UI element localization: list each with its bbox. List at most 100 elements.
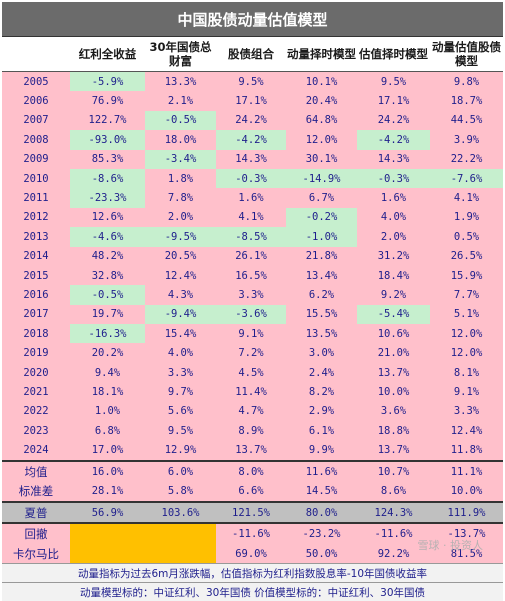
value-cell: 1.6%: [216, 188, 286, 208]
value-cell: 3.3%: [430, 401, 503, 422]
value-cell: 24.2%: [216, 110, 286, 131]
table-row: 2012 12.6% 2.0% 4.1% -0.2% 4.0% 1.9%: [2, 207, 503, 228]
year-label: 2019: [2, 343, 70, 363]
value-cell: 8.1%: [430, 362, 503, 383]
value-cell: 2.1%: [145, 91, 216, 111]
value-cell: -4.6%: [70, 227, 145, 247]
value-cell: -23.3%: [70, 188, 145, 208]
value-cell: 7.8%: [145, 188, 216, 208]
value-cell: 3.3%: [216, 285, 286, 305]
table-row: 2021 18.1% 9.7% 11.4% 8.2% 10.0% 9.1%: [2, 382, 503, 402]
sharpe-label: 夏普: [2, 500, 70, 524]
value-cell: 17.0%: [70, 440, 145, 461]
value-cell: 4.7%: [216, 401, 286, 422]
value-cell: -0.2%: [286, 207, 357, 228]
value-cell: 1.0%: [70, 401, 145, 422]
value-cell: 9.8%: [430, 71, 503, 92]
value-cell: 9.5%: [145, 421, 216, 441]
table-row: 2018 -16.3% 15.4% 9.1% 13.5% 10.6% 12.0%: [2, 324, 503, 344]
value-cell: 11.4%: [216, 382, 286, 402]
year-label: 2015: [2, 265, 70, 286]
value-cell: -3.6%: [216, 304, 286, 325]
table-row: 2020 9.4% 3.3% 4.5% 2.4% 13.7% 8.1%: [2, 362, 503, 383]
year-label: 2018: [2, 324, 70, 344]
drawdown-row: 回撤 -11.6% -23.2% -11.6% -13.7%: [2, 522, 503, 544]
value-cell: 26.5%: [430, 246, 503, 266]
drawdown-value: -11.6%: [357, 522, 430, 544]
value-cell: 12.6%: [70, 207, 145, 228]
value-cell: 4.1%: [430, 188, 503, 208]
year-label: 2009: [2, 149, 70, 169]
value-cell: 13.4%: [286, 265, 357, 286]
value-cell: 9.4%: [70, 362, 145, 383]
value-cell: 4.3%: [145, 285, 216, 305]
sharpe-row: 夏普 56.9% 103.6% 121.5% 80.0% 124.3% 111.9%: [2, 500, 503, 524]
value-cell: 3.9%: [430, 130, 503, 150]
table-row: 2011 -23.3% 7.8% 1.6% 6.7% 1.6% 4.1%: [2, 188, 503, 208]
value-cell: 44.5%: [430, 110, 503, 131]
drawdown-label: 回撤: [2, 522, 70, 544]
mean-value: 11.6%: [286, 459, 357, 482]
year-label: 2012: [2, 207, 70, 228]
calmar-value: [145, 543, 216, 564]
note-text: 动量指标为过去6m月涨跌幅，估值指标为红利指数股息率-10年国债收益率: [2, 563, 503, 583]
value-cell: 3.0%: [286, 343, 357, 363]
value-cell: 5.1%: [430, 304, 503, 325]
value-cell: -1.0%: [286, 227, 357, 247]
value-cell: 9.2%: [357, 285, 430, 305]
value-cell: -9.4%: [145, 304, 216, 325]
table-row: 2016 -0.5% 4.3% 3.3% 6.2% 9.2% 7.7%: [2, 285, 503, 305]
value-cell: 17.1%: [357, 91, 430, 111]
value-cell: 12.0%: [286, 130, 357, 150]
value-cell: 9.9%: [286, 440, 357, 461]
value-cell: 4.0%: [357, 207, 430, 228]
value-cell: 18.1%: [70, 382, 145, 402]
value-cell: 18.0%: [145, 130, 216, 150]
year-label: 2011: [2, 188, 70, 208]
value-cell: 7.2%: [216, 343, 286, 363]
value-cell: 18.4%: [357, 265, 430, 286]
value-cell: 1.9%: [430, 207, 503, 228]
value-cell: 4.0%: [145, 343, 216, 363]
value-cell: 7.7%: [430, 285, 503, 305]
drawdown-value: [70, 522, 145, 544]
sharpe-value: 56.9%: [70, 500, 145, 524]
std-row: 标准差 28.1% 5.8% 6.6% 14.5% 8.6% 10.0%: [2, 481, 503, 502]
value-cell: 6.8%: [70, 421, 145, 441]
header-valuation-timing: 估值择时模型: [357, 37, 430, 72]
value-cell: 24.2%: [357, 110, 430, 131]
std-value: 6.6%: [216, 481, 286, 502]
sharpe-value: 111.9%: [430, 500, 503, 524]
value-cell: 13.7%: [357, 362, 430, 383]
sharpe-value: 80.0%: [286, 500, 357, 524]
std-value: 28.1%: [70, 481, 145, 502]
value-cell: 17.1%: [216, 91, 286, 111]
value-cell: 21.0%: [357, 343, 430, 363]
value-cell: -4.2%: [216, 130, 286, 150]
value-cell: -3.4%: [145, 149, 216, 169]
year-label: 2013: [2, 227, 70, 247]
table-row: 2007 122.7% -0.5% 24.2% 64.8% 24.2% 44.5%: [2, 110, 503, 131]
year-label: 2006: [2, 91, 70, 111]
note-text: 动量模型标的：中证红利、30年国债 价值模型标的：中证红利、30年国债: [2, 582, 503, 601]
value-cell: 6.1%: [286, 421, 357, 441]
value-cell: 10.6%: [357, 324, 430, 344]
value-cell: 3.6%: [357, 401, 430, 422]
header-momentum-valuation-model: 动量估值股债模型: [430, 37, 503, 72]
value-cell: 20.5%: [145, 246, 216, 266]
value-cell: 6.7%: [286, 188, 357, 208]
value-cell: 30.1%: [286, 149, 357, 169]
value-cell: 10.0%: [357, 382, 430, 402]
std-value: 5.8%: [145, 481, 216, 502]
calmar-row: 卡尔马比 69.0% 50.0% 92.2% 81.5%: [2, 543, 503, 564]
year-label: 2022: [2, 401, 70, 422]
std-value: 14.5%: [286, 481, 357, 502]
value-cell: 4.5%: [216, 362, 286, 383]
value-cell: -8.6%: [70, 168, 145, 189]
value-cell: 12.4%: [430, 421, 503, 441]
value-cell: 9.7%: [145, 382, 216, 402]
table-row: 2015 32.8% 12.4% 16.5% 13.4% 18.4% 15.9%: [2, 265, 503, 286]
value-cell: 12.9%: [145, 440, 216, 461]
value-cell: 12.4%: [145, 265, 216, 286]
drawdown-value: -13.7%: [430, 522, 503, 544]
